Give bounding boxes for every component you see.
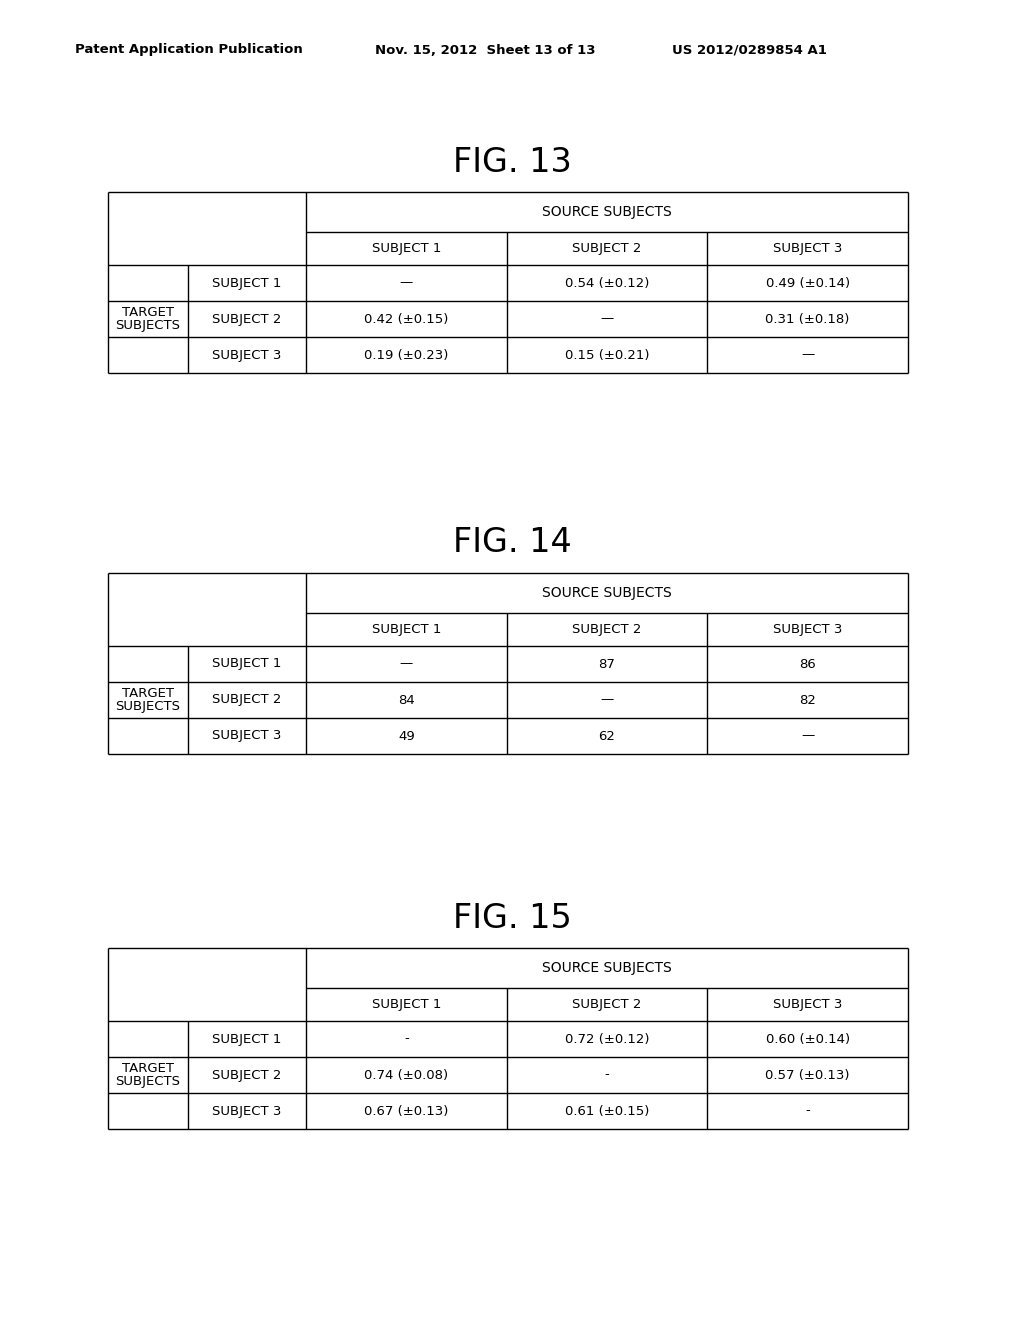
Text: SUBJECTS: SUBJECTS [116, 319, 180, 333]
Text: SUBJECT 2: SUBJECT 2 [212, 693, 282, 706]
Text: SUBJECT 3: SUBJECT 3 [212, 730, 282, 742]
Text: SUBJECT 1: SUBJECT 1 [212, 657, 282, 671]
Text: TARGET: TARGET [122, 1063, 174, 1074]
Text: SOURCE SUBJECTS: SOURCE SUBJECTS [542, 586, 672, 601]
Text: 0.61 (±0.15): 0.61 (±0.15) [565, 1105, 649, 1118]
Text: TARGET: TARGET [122, 686, 174, 700]
Text: SUBJECT 1: SUBJECT 1 [212, 1032, 282, 1045]
Text: —: — [600, 693, 613, 706]
Text: 84: 84 [398, 693, 415, 706]
Text: 49: 49 [398, 730, 415, 742]
Text: —: — [399, 657, 413, 671]
Text: 87: 87 [599, 657, 615, 671]
Text: FIG. 15: FIG. 15 [453, 902, 571, 935]
Text: SUBJECT 3: SUBJECT 3 [212, 1105, 282, 1118]
Text: 0.57 (±0.13): 0.57 (±0.13) [765, 1068, 850, 1081]
Text: 0.31 (±0.18): 0.31 (±0.18) [766, 313, 850, 326]
Text: SUBJECT 3: SUBJECT 3 [773, 623, 843, 636]
Text: US 2012/0289854 A1: US 2012/0289854 A1 [672, 44, 826, 57]
Text: SOURCE SUBJECTS: SOURCE SUBJECTS [542, 205, 672, 219]
Text: -: - [403, 1032, 409, 1045]
Text: Patent Application Publication: Patent Application Publication [75, 44, 303, 57]
Text: SUBJECT 2: SUBJECT 2 [212, 1068, 282, 1081]
Text: 0.19 (±0.23): 0.19 (±0.23) [365, 348, 449, 362]
Text: SUBJECT 1: SUBJECT 1 [372, 998, 441, 1011]
Text: 0.67 (±0.13): 0.67 (±0.13) [365, 1105, 449, 1118]
Text: SUBJECT 2: SUBJECT 2 [572, 623, 642, 636]
Text: 82: 82 [799, 693, 816, 706]
Text: —: — [600, 313, 613, 326]
Text: SUBJECTS: SUBJECTS [116, 1074, 180, 1088]
Text: 0.49 (±0.14): 0.49 (±0.14) [766, 276, 850, 289]
Text: SOURCE SUBJECTS: SOURCE SUBJECTS [542, 961, 672, 975]
Text: —: — [399, 276, 413, 289]
Text: SUBJECT 3: SUBJECT 3 [773, 242, 843, 255]
Text: 0.15 (±0.21): 0.15 (±0.21) [565, 348, 649, 362]
Text: 0.42 (±0.15): 0.42 (±0.15) [365, 313, 449, 326]
Text: Nov. 15, 2012  Sheet 13 of 13: Nov. 15, 2012 Sheet 13 of 13 [375, 44, 596, 57]
Text: SUBJECT 3: SUBJECT 3 [212, 348, 282, 362]
Text: —: — [801, 730, 814, 742]
Text: 62: 62 [599, 730, 615, 742]
Text: SUBJECT 1: SUBJECT 1 [372, 623, 441, 636]
Text: SUBJECT 3: SUBJECT 3 [773, 998, 843, 1011]
Text: SUBJECT 2: SUBJECT 2 [572, 998, 642, 1011]
Text: 86: 86 [800, 657, 816, 671]
Text: -: - [805, 1105, 810, 1118]
Text: FIG. 13: FIG. 13 [453, 145, 571, 178]
Text: SUBJECT 2: SUBJECT 2 [212, 313, 282, 326]
Text: —: — [801, 348, 814, 362]
Text: SUBJECTS: SUBJECTS [116, 700, 180, 713]
Text: 0.54 (±0.12): 0.54 (±0.12) [565, 276, 649, 289]
Text: 0.60 (±0.14): 0.60 (±0.14) [766, 1032, 850, 1045]
Text: SUBJECT 1: SUBJECT 1 [212, 276, 282, 289]
Text: SUBJECT 1: SUBJECT 1 [372, 242, 441, 255]
Text: SUBJECT 2: SUBJECT 2 [572, 242, 642, 255]
Text: 0.74 (±0.08): 0.74 (±0.08) [365, 1068, 449, 1081]
Text: TARGET: TARGET [122, 306, 174, 319]
Text: -: - [604, 1068, 609, 1081]
Text: 0.72 (±0.12): 0.72 (±0.12) [565, 1032, 649, 1045]
Text: FIG. 14: FIG. 14 [453, 527, 571, 560]
